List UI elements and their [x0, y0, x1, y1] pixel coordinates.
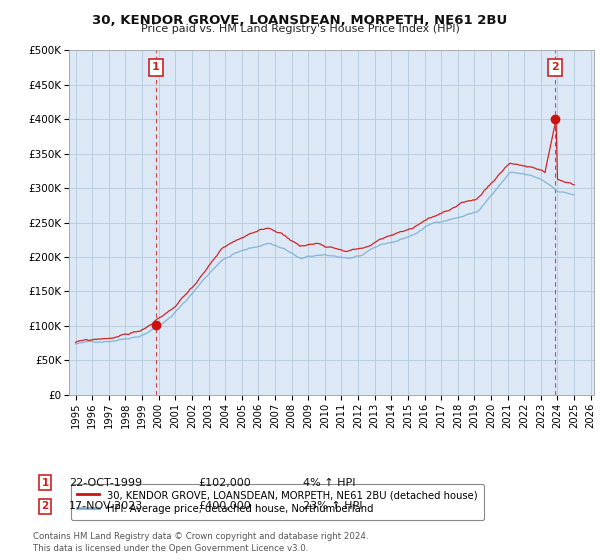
Text: 30, KENDOR GROVE, LOANSDEAN, MORPETH, NE61 2BU: 30, KENDOR GROVE, LOANSDEAN, MORPETH, NE…: [92, 14, 508, 27]
Text: Contains HM Land Registry data © Crown copyright and database right 2024.
This d: Contains HM Land Registry data © Crown c…: [33, 533, 368, 553]
Text: 23% ↑ HPI: 23% ↑ HPI: [303, 501, 362, 511]
Text: 4% ↑ HPI: 4% ↑ HPI: [303, 478, 355, 488]
Text: 22-OCT-1999: 22-OCT-1999: [69, 478, 142, 488]
Text: 17-NOV-2023: 17-NOV-2023: [69, 501, 143, 511]
Text: 1: 1: [41, 478, 49, 488]
Text: 2: 2: [551, 63, 559, 72]
Text: £400,000: £400,000: [198, 501, 251, 511]
Text: £102,000: £102,000: [198, 478, 251, 488]
Legend: 30, KENDOR GROVE, LOANSDEAN, MORPETH, NE61 2BU (detached house), HPI: Average pr: 30, KENDOR GROVE, LOANSDEAN, MORPETH, NE…: [71, 484, 484, 520]
Text: Price paid vs. HM Land Registry's House Price Index (HPI): Price paid vs. HM Land Registry's House …: [140, 24, 460, 34]
Text: 2: 2: [41, 501, 49, 511]
Text: 1: 1: [152, 63, 160, 72]
